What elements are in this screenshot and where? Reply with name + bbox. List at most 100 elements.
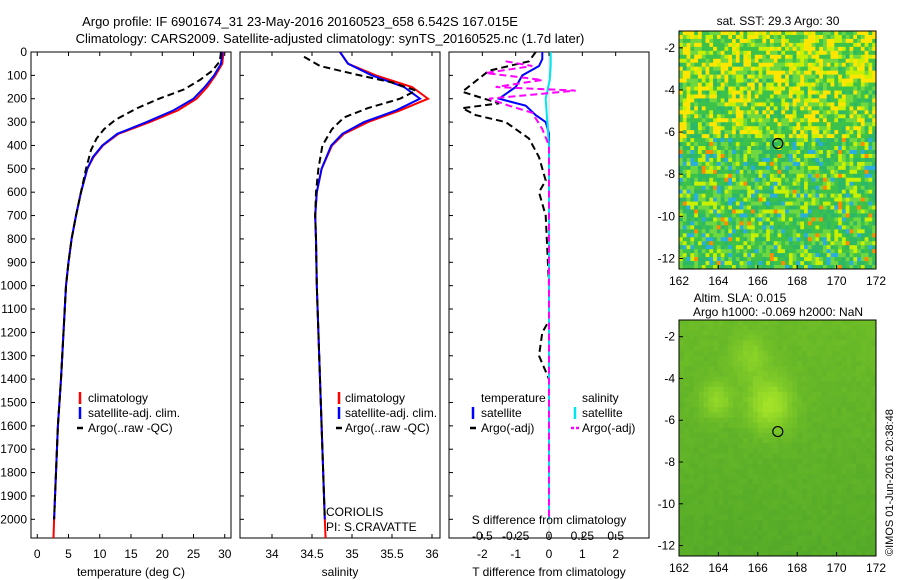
map-cell (679, 193, 684, 198)
map-cell (861, 407, 867, 413)
map-cell (728, 261, 733, 266)
map-cell (773, 229, 778, 234)
map-cell (857, 157, 862, 163)
map-cell (792, 86, 797, 91)
map-cell (830, 261, 835, 266)
map-cell (713, 438, 719, 444)
map-cell (697, 90, 703, 95)
map-cell (816, 335, 823, 341)
map-cell (709, 261, 714, 266)
map-cell (718, 489, 724, 495)
map-cell (757, 448, 764, 454)
map-cell (733, 350, 739, 357)
map-cell (724, 189, 729, 195)
map-cell (831, 402, 837, 408)
map-cell (846, 525, 852, 531)
map-cell (866, 381, 872, 388)
map-cell (785, 173, 790, 179)
map-cell (697, 94, 703, 99)
map-cell (739, 157, 744, 163)
map-cell (841, 330, 847, 336)
map-cell (728, 142, 733, 147)
map-cell (797, 350, 803, 357)
map-cell (690, 38, 695, 44)
map-cell (807, 320, 813, 326)
map-cell (853, 98, 858, 103)
map-cell (754, 74, 759, 79)
map-cell (754, 157, 759, 163)
map-cell (822, 94, 828, 99)
map-cell (767, 320, 773, 326)
map-cell (724, 225, 729, 230)
map-cell (830, 193, 835, 198)
map-cell (679, 371, 685, 377)
map-cell (777, 31, 782, 36)
map-cell (728, 422, 734, 429)
map-cell (800, 142, 805, 147)
map-cell (713, 197, 718, 202)
map-cell (851, 479, 857, 485)
map-cell (743, 146, 748, 151)
sst-heatmap (679, 31, 877, 270)
map-cell (758, 46, 763, 52)
map-cell (703, 407, 709, 413)
map-cell (713, 193, 718, 198)
map-cell (735, 130, 741, 135)
map-cell (796, 70, 801, 76)
map-cell (857, 110, 862, 115)
map-cell (777, 494, 783, 500)
map-cell (682, 38, 687, 44)
map-cell (872, 177, 877, 183)
map-cell (739, 66, 744, 72)
map-cell (735, 106, 741, 111)
map-cell (777, 165, 782, 171)
map-cell (804, 221, 809, 226)
map-cell (738, 509, 744, 516)
map-cell (777, 106, 782, 111)
map-cell (757, 494, 764, 500)
map-cell (739, 110, 744, 115)
map-cell (762, 261, 767, 266)
map-cell (772, 427, 778, 434)
map-cell (773, 173, 778, 179)
map-cell (811, 422, 818, 429)
map-cell (857, 54, 862, 60)
map-cell (864, 225, 869, 230)
map-cell (807, 98, 812, 103)
map-cell (754, 241, 759, 246)
map-cell (815, 189, 820, 195)
map-cell (679, 345, 685, 352)
map-cell (838, 50, 843, 56)
map-cell (792, 217, 797, 222)
map-cell (841, 229, 847, 234)
map-cell (754, 106, 759, 111)
map-cell (804, 106, 809, 111)
map-cell (762, 205, 767, 210)
map-cell (679, 70, 684, 76)
map-cell (718, 448, 724, 454)
map-cell (703, 402, 709, 408)
map-cell (697, 54, 703, 60)
map-cell (804, 42, 809, 48)
map-cell (861, 479, 867, 485)
map-cell (853, 114, 858, 119)
map-cell (797, 468, 803, 475)
map-cell (718, 484, 724, 490)
map-cell (781, 257, 786, 262)
map-cell (841, 173, 847, 179)
map-cell (849, 237, 854, 242)
map-cell (694, 98, 699, 103)
map-cell (787, 330, 793, 336)
map-cell (785, 31, 790, 36)
map-cell (697, 209, 703, 214)
map-cell (762, 126, 767, 131)
map-cell (777, 94, 782, 99)
map-cell (849, 106, 854, 111)
map-cell (747, 504, 754, 511)
map-cell (819, 42, 824, 48)
map-cell (705, 46, 710, 52)
map-cell (821, 345, 828, 352)
map-cell (868, 205, 873, 210)
map-cell (868, 177, 873, 183)
map-cell (738, 366, 744, 372)
